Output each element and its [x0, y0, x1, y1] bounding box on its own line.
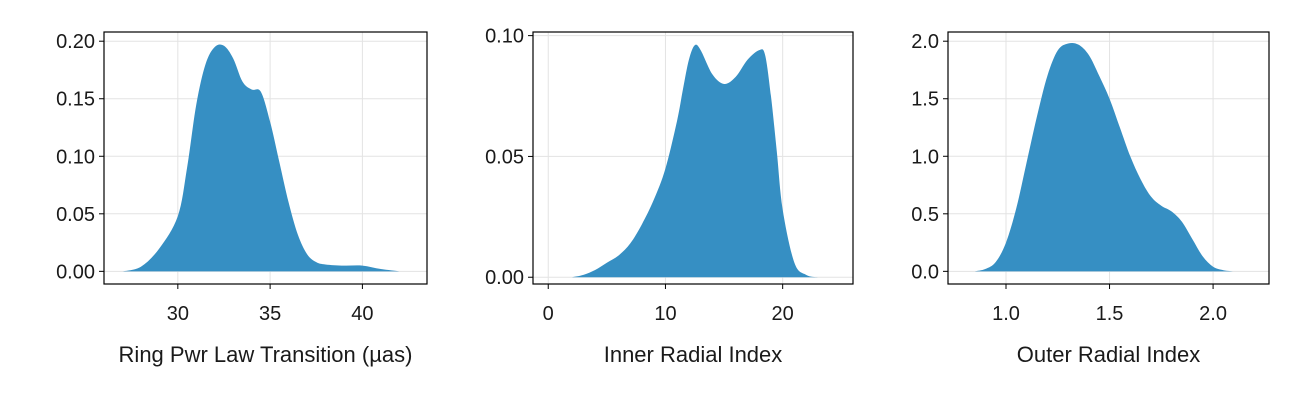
- density-area: [974, 42, 1234, 272]
- panel-ring-pwr-law-transition: 30 35 40 0.00 0.05 0.10 0.15 0.20 Ring Pwr Law T…: [56, 31, 428, 367]
- y-tick-label: 0.05: [56, 204, 95, 226]
- y-tick-label: 0.00: [485, 267, 524, 289]
- x-tick-label: 35: [259, 303, 281, 325]
- y-tick-label: 1.5: [911, 89, 939, 111]
- plot-frame: [532, 31, 854, 285]
- x-tick-label: 0: [543, 303, 554, 325]
- x-axis-title: Inner Radial Index: [604, 342, 783, 367]
- x-tick-label: 1.5: [1096, 303, 1124, 325]
- y-tick-label: 1.0: [911, 146, 939, 168]
- y-tick-label: 0.5: [911, 204, 939, 226]
- plot-frame: [103, 31, 428, 285]
- y-tick-label: 0.20: [56, 31, 95, 53]
- panel-inner-radial-index: 0 10 20 0.00 0.05 0.10 Inner Radial Index: [485, 26, 854, 367]
- density-area: [122, 44, 400, 272]
- density-area: [571, 44, 818, 278]
- y-tick-label: 2.0: [911, 31, 939, 53]
- y-tick-label: 0.10: [485, 26, 524, 48]
- x-axis-title: Outer Radial Index: [1017, 342, 1200, 367]
- x-tick-label: 20: [772, 303, 794, 325]
- y-tick-label: 0.10: [56, 146, 95, 168]
- x-tick-label: 1.0: [992, 303, 1020, 325]
- y-tick-label: 0.15: [56, 89, 95, 111]
- x-axis-title: Ring Pwr Law Transition (µas): [119, 342, 413, 367]
- panel-outer-radial-index: 1.0 1.5 2.0 0.0 0.5 1.0 1.5 2.0 Outer Radial Ind…: [911, 31, 1270, 367]
- x-tick-label: 10: [654, 303, 676, 325]
- x-tick-label: 30: [167, 303, 189, 325]
- x-tick-label: 2.0: [1199, 303, 1227, 325]
- x-tick-label: 40: [351, 303, 373, 325]
- y-tick-label: 0.0: [911, 261, 939, 283]
- y-tick-label: 0.05: [485, 146, 524, 168]
- y-tick-label: 0.00: [56, 261, 95, 283]
- plot-frame: [947, 31, 1270, 285]
